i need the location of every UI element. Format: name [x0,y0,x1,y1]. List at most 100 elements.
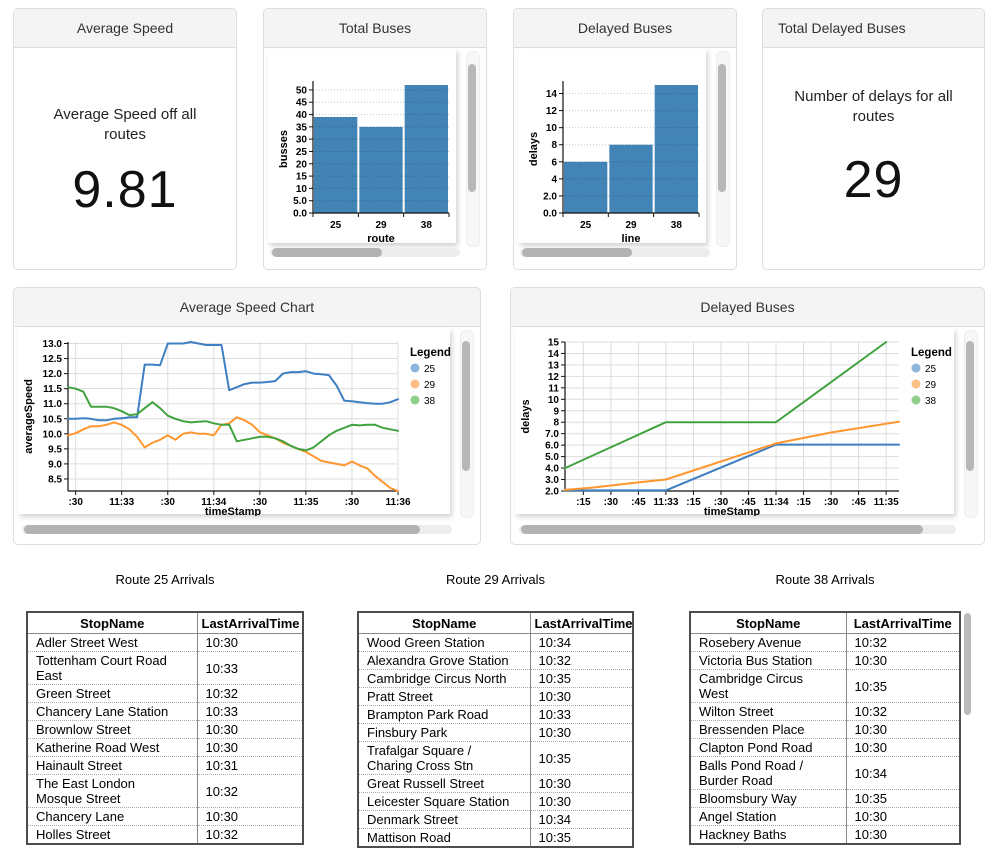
scrollbar-thumb[interactable] [966,341,974,471]
panel-title: Total Delayed Buses [778,20,906,36]
scrollbar-thumb[interactable] [462,341,470,471]
svg-text:14: 14 [546,89,558,100]
horizontal-scrollbar[interactable] [270,248,460,257]
table-row: Angel Station 10:30 [690,807,960,826]
table-row: Bloomsbury Way 10:35 [690,789,960,808]
arrival-time-cell: 10:35 [845,789,960,808]
average-speed-panel: Average Speed Average Speed off all rout… [13,8,237,270]
svg-text:11:33: 11:33 [653,497,678,508]
svg-text:25: 25 [580,220,592,231]
delayed_buses-svg: 0.0 2.0 4 6 8 10 12 14 25 29 38 line delays [528,81,700,245]
arrival-time-cell: 10:30 [845,807,960,826]
stop-name-cell: Rosebery Avenue [690,633,846,652]
stop-name-cell: Pratt Street [358,687,530,706]
arrival-time-cell: 10:35 [529,741,633,775]
arrival-time-cell: 10:30 [196,807,303,826]
svg-text::30: :30 [161,497,176,508]
chart-scroll-area: 0.0 5.0 10 15 20 25 30 35 40 45 50 25 29 38 route busse… [268,49,456,245]
metric-value: 9.81 [72,160,178,219]
svg-text:45: 45 [296,98,308,109]
delayed-buses-bar-chart: 0.0 2.0 4 6 8 10 12 14 25 29 38 line delays [526,61,702,250]
svg-text::45: :45 [851,497,866,508]
delayed-buses-chart-panel: Delayed Buses 2.0 3.0 4.0 5.0 6.0 7.0 8 9 10 11 12… [510,287,985,545]
stop-name-cell: Bloomsbury Way [690,789,846,808]
horizontal-scrollbar[interactable] [519,525,956,534]
svg-text:11:35: 11:35 [874,497,899,508]
svg-text:50: 50 [296,85,308,96]
legend-swatch-38 [911,395,921,405]
stop-name-cell: Green Street [27,684,197,703]
table-row: Hackney Baths 10:30 [690,825,960,844]
scrollbar-thumb[interactable] [468,64,476,192]
table-row: Katherine Road West 10:30 [27,738,303,757]
scrollbar-thumb[interactable] [718,64,726,192]
table-row: Leicester Square Station 10:30 [358,792,633,811]
svg-text::30: :30 [345,497,360,508]
svg-text:11:34: 11:34 [764,497,789,508]
table-row: Clapton Pond Road 10:30 [690,738,960,757]
svg-text::15: :15 [686,497,701,508]
stop-name-cell: Chancery Lane [27,807,197,826]
delayed-buses-line-chart: 2.0 3.0 4.0 5.0 6.0 7.0 8 9 10 11 12 13 14 15:15:30:4… [517,328,955,521]
svg-text:delays: delays [520,399,532,433]
stop-name-cell: Balls Pond Road / Burder Road [690,756,846,790]
vertical-scrollbar[interactable] [466,51,480,247]
svg-text:8: 8 [553,418,559,429]
svg-text:13.0: 13.0 [43,339,63,350]
arrival-time-cell: 10:34 [529,810,633,829]
svg-text:15: 15 [296,172,308,183]
table-row: Chancery Lane 10:30 [27,807,303,826]
svg-text:35: 35 [296,122,308,133]
route-38-arrivals: StopName LastArrivalTime Rosebery Avenue 10… [689,611,961,845]
arrival-time-cell: 10:30 [845,738,960,757]
panel-header: Total Delayed Buses [763,9,984,48]
horizontal-scrollbar[interactable] [22,525,452,534]
vertical-scrollbar[interactable] [460,330,474,518]
table-row: Tottenham Court Road East 10:33 [27,651,303,685]
table-header-row: StopName LastArrivalTime [358,612,633,634]
table-vertical-scrollbar[interactable] [964,613,971,715]
scrollbar-thumb[interactable] [522,248,633,257]
svg-text:25: 25 [424,364,436,375]
vertical-scrollbar[interactable] [964,330,978,518]
scrollbar-thumb[interactable] [272,248,383,257]
svg-text:timeStamp: timeStamp [704,506,761,516]
bar-29 [359,126,403,213]
arrival-time-cell: 10:32 [845,633,960,652]
total-delayed-buses-panel: Total Delayed Buses Number of delays for… [762,8,985,270]
stop-name-cell: Wood Green Station [358,633,530,652]
table-header-row: StopName LastArrivalTime [690,612,960,634]
table-header-cell: StopName [358,612,530,634]
svg-text:25: 25 [296,147,308,158]
svg-text::30: :30 [253,497,268,508]
arrivals-table: StopName LastArrivalTime Wood Green Statio… [357,611,634,848]
svg-text:40: 40 [296,110,308,121]
scrollbar-thumb[interactable] [24,525,420,534]
svg-text:delays: delays [528,132,540,166]
series-line-25 [564,443,900,492]
stop-name-cell: Finsbury Park [358,723,530,742]
svg-text:11.5: 11.5 [43,384,62,395]
stop-name-cell: Brownlow Street [27,720,197,739]
table-title: Route 38 Arrivals [775,572,875,587]
panel-header: Delayed Buses [514,9,736,48]
svg-text::30: :30 [68,497,83,508]
table-header-cell: LastArrivalTime [529,612,633,634]
svg-text:29: 29 [375,220,387,231]
scrollbar-thumb[interactable] [521,525,924,534]
svg-text:line: line [622,233,641,245]
svg-text:10: 10 [296,184,308,195]
svg-text:6.0: 6.0 [545,441,559,452]
bar-25 [564,161,608,213]
svg-text:11:34: 11:34 [201,497,226,508]
svg-text:9: 9 [553,406,559,417]
horizontal-scrollbar[interactable] [520,248,710,257]
arrival-time-cell: 10:34 [845,756,960,790]
stop-name-cell: Tottenham Court Road East [27,651,197,685]
stop-name-cell: Alexandra Grove Station [358,651,530,670]
svg-text::45: :45 [741,497,756,508]
arrival-time-cell: 10:30 [529,792,633,811]
table-row: Mattison Road 10:35 [358,828,633,847]
vertical-scrollbar[interactable] [716,51,730,247]
